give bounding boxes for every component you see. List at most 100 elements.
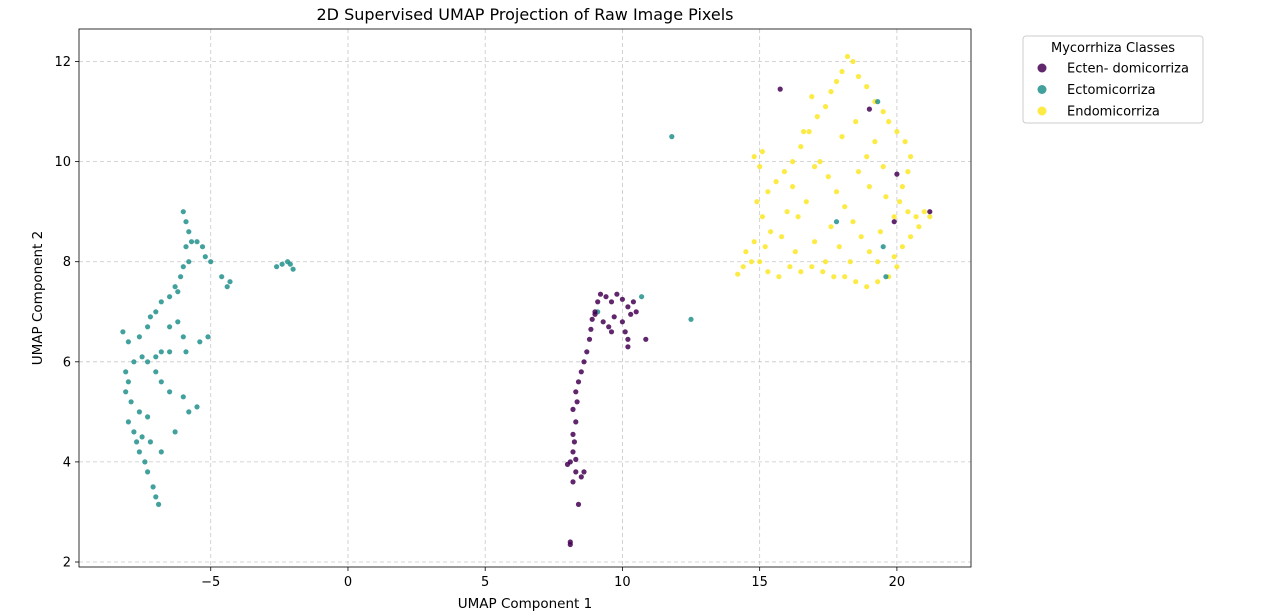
data-point-ecten-domicorriza bbox=[625, 304, 631, 310]
data-point-endomicorriza bbox=[798, 144, 804, 150]
data-point-ectomicorriza bbox=[180, 264, 186, 270]
data-point-ectomicorriza bbox=[180, 394, 186, 400]
data-point-ectomicorriza bbox=[172, 429, 178, 435]
y-tick-label: 2 bbox=[63, 555, 71, 570]
data-point-ectomicorriza bbox=[290, 266, 296, 272]
data-point-endomicorriza bbox=[916, 224, 922, 230]
legend-title: Mycorrhiza Classes bbox=[1051, 41, 1175, 56]
data-point-ecten-domicorriza bbox=[606, 324, 612, 330]
data-point-endomicorriza bbox=[864, 154, 870, 160]
data-point-ectomicorriza bbox=[153, 369, 159, 375]
data-point-ectomicorriza bbox=[178, 274, 184, 280]
data-point-endomicorriza bbox=[751, 154, 757, 160]
data-point-ectomicorriza bbox=[194, 239, 200, 245]
data-point-endomicorriza bbox=[858, 234, 864, 240]
data-point-endomicorriza bbox=[748, 259, 755, 265]
data-point-ecten-domicorriza bbox=[630, 299, 637, 305]
data-point-endomicorriza bbox=[776, 274, 782, 280]
data-point-endomicorriza bbox=[817, 159, 823, 165]
data-point-ectomicorriza bbox=[875, 99, 881, 105]
data-point-ecten-domicorriza bbox=[581, 469, 587, 475]
data-point-endomicorriza bbox=[908, 154, 914, 160]
data-point-endomicorriza bbox=[855, 169, 862, 175]
data-point-endomicorriza bbox=[740, 264, 746, 270]
data-point-ecten-domicorriza bbox=[570, 406, 576, 412]
data-point-ectomicorriza bbox=[274, 264, 280, 270]
data-point-ectomicorriza bbox=[172, 284, 178, 290]
axis-ticks: −5 0 5 10 15 20 2 4 6 8 10 12 bbox=[54, 55, 905, 590]
legend-entry-label: Ecten- domicorriza bbox=[1067, 62, 1189, 77]
data-point-ecten-domicorriza bbox=[614, 291, 620, 297]
y-tick-label: 10 bbox=[54, 155, 71, 170]
data-point-endomicorriza bbox=[743, 249, 749, 255]
data-point-endomicorriza bbox=[754, 199, 760, 205]
data-point-ectomicorriza bbox=[833, 219, 840, 225]
data-point-ecten-domicorriza bbox=[633, 309, 639, 315]
legend-marker bbox=[1037, 106, 1047, 116]
data-point-endomicorriza bbox=[905, 169, 911, 175]
data-point-endomicorriza bbox=[883, 194, 889, 200]
data-point-endomicorriza bbox=[790, 184, 796, 190]
data-point-ectomicorriza bbox=[128, 399, 134, 405]
x-axis-label: UMAP Component 1 bbox=[458, 596, 592, 612]
data-point-ecten-domicorriza bbox=[573, 419, 579, 425]
data-point-endomicorriza bbox=[773, 179, 779, 185]
data-point-endomicorriza bbox=[809, 264, 815, 270]
data-point-ectomicorriza bbox=[880, 244, 886, 250]
data-point-ectomicorriza bbox=[183, 219, 189, 225]
data-point-endomicorriza bbox=[801, 129, 807, 135]
data-point-ectomicorriza bbox=[158, 449, 164, 455]
plot-area-frame bbox=[78, 28, 972, 568]
data-point-ecten-domicorriza bbox=[628, 311, 634, 317]
data-point-ecten-domicorriza bbox=[589, 316, 595, 322]
data-point-ectomicorriza bbox=[688, 316, 694, 322]
data-point-ecten-domicorriza bbox=[578, 474, 584, 480]
data-point-ectomicorriza bbox=[639, 294, 645, 300]
y-tick-label: 8 bbox=[63, 255, 71, 270]
data-point-ecten-domicorriza bbox=[595, 299, 601, 305]
data-point-ecten-domicorriza bbox=[575, 501, 582, 507]
data-point-endomicorriza bbox=[762, 244, 768, 250]
data-point-ecten-domicorriza bbox=[571, 439, 578, 445]
data-point-ectomicorriza bbox=[167, 349, 173, 355]
data-point-endomicorriza bbox=[847, 259, 853, 265]
data-point-ectomicorriza bbox=[147, 439, 153, 445]
data-point-endomicorriza bbox=[880, 109, 886, 115]
data-point-ecten-domicorriza bbox=[567, 541, 573, 548]
data-point-ectomicorriza bbox=[142, 459, 148, 465]
data-point-endomicorriza bbox=[899, 244, 906, 250]
data-point-ectomicorriza bbox=[186, 229, 192, 235]
data-point-endomicorriza bbox=[792, 249, 798, 255]
data-point-ectomicorriza bbox=[186, 259, 192, 265]
data-point-ecten-domicorriza bbox=[866, 106, 873, 112]
data-point-endomicorriza bbox=[839, 134, 845, 140]
data-point-endomicorriza bbox=[822, 104, 829, 110]
data-point-endomicorriza bbox=[894, 129, 900, 135]
data-point-ecten-domicorriza bbox=[570, 449, 576, 455]
data-point-endomicorriza bbox=[828, 89, 834, 95]
y-tick-label: 6 bbox=[63, 355, 71, 370]
data-point-ecten-domicorriza bbox=[894, 171, 900, 177]
data-point-ecten-domicorriza bbox=[588, 326, 594, 332]
data-point-ecten-domicorriza bbox=[597, 291, 604, 297]
y-axis-label: UMAP Component 2 bbox=[30, 231, 46, 365]
legend-box bbox=[1022, 35, 1204, 124]
data-point-ectomicorriza bbox=[883, 274, 889, 280]
data-point-endomicorriza bbox=[853, 119, 859, 125]
y-tick-label: 12 bbox=[54, 55, 71, 70]
data-point-ecten-domicorriza bbox=[625, 344, 631, 350]
data-point-ectomicorriza bbox=[175, 319, 181, 325]
data-point-ectomicorriza bbox=[224, 284, 230, 290]
data-point-ectomicorriza bbox=[183, 349, 189, 355]
data-point-ecten-domicorriza bbox=[575, 379, 582, 385]
data-point-ecten-domicorriza bbox=[619, 296, 626, 302]
data-point-ectomicorriza bbox=[219, 274, 225, 280]
data-point-ecten-domicorriza bbox=[574, 399, 580, 405]
data-point-ectomicorriza bbox=[139, 434, 145, 440]
data-point-endomicorriza bbox=[798, 269, 804, 275]
x-tick-label: 0 bbox=[344, 575, 352, 590]
data-point-ectomicorriza bbox=[145, 324, 151, 330]
data-point-ecten-domicorriza bbox=[619, 319, 626, 325]
data-point-endomicorriza bbox=[897, 199, 903, 205]
